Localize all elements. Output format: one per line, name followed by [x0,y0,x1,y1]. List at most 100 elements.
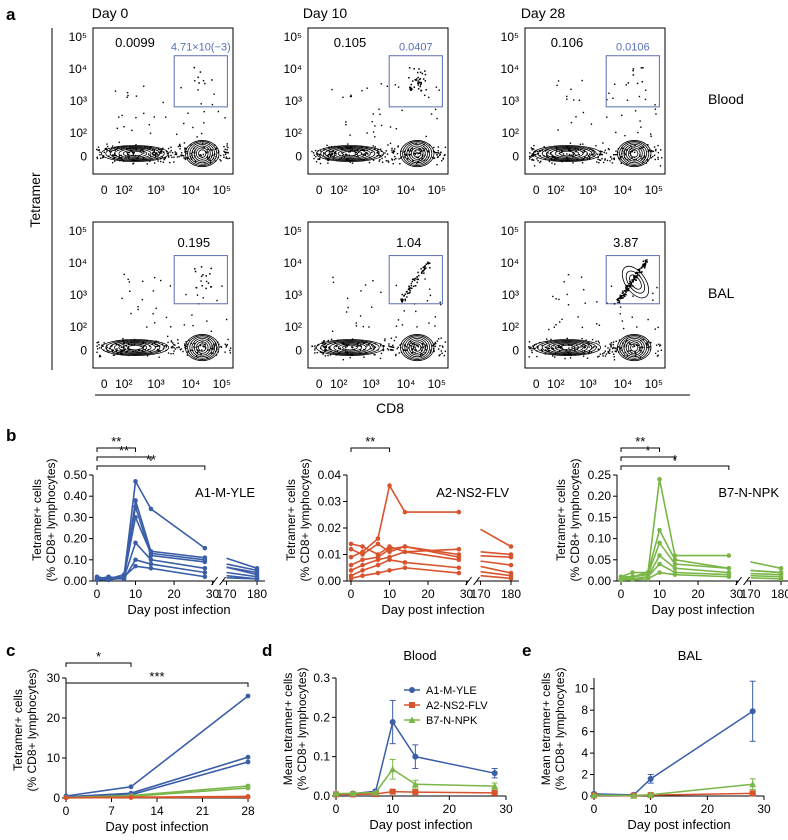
event-dot [395,128,398,130]
event-dot [362,325,365,328]
gated-event [418,78,421,81]
data-point [402,565,408,571]
event-dot [571,347,573,349]
event-dot [129,149,132,152]
event-dot [359,149,362,151]
event-dot [120,154,123,157]
event-dot [142,346,144,348]
event-dot [364,348,366,351]
event-dot [144,349,147,351]
event-dot [405,349,407,351]
event-dot [397,146,399,148]
event-dot [112,354,115,356]
event-dot [321,351,323,354]
gated-event [420,268,422,270]
event-dot [224,351,226,353]
event-dot [218,346,220,348]
event-dot [633,156,636,158]
event-dot [334,152,336,154]
event-dot [384,338,386,340]
event-dot [341,152,343,154]
event-dot [171,347,173,349]
event-dot [184,149,186,151]
event-dot [432,347,435,350]
event-dot [348,148,350,150]
event-dot [348,343,350,346]
event-dot [106,145,109,148]
event-dot [162,347,165,350]
event-dot [331,88,333,91]
x-tick-label: 10³ [579,183,596,197]
data-point [360,557,365,563]
event-dot [602,355,604,357]
event-dot [429,294,432,297]
x-axis-label: Day post infection [381,602,484,617]
event-dot [102,156,105,158]
event-dot [567,344,570,346]
gated-event [406,292,409,295]
event-dot [541,344,543,347]
event-dot [196,349,199,351]
event-dot [613,356,615,358]
event-dot [113,160,116,162]
event-dot [634,110,637,112]
event-dot [587,341,589,344]
event-dot [179,148,181,150]
gated-event [423,268,426,270]
event-dot [176,346,178,349]
gated-event [633,277,636,279]
event-dot [121,350,123,353]
event-dot [345,121,347,123]
event-dot [197,89,199,91]
event-dot [595,346,598,348]
event-dot [209,149,212,151]
x-tick-label: 7 [108,804,115,818]
event-dot [630,349,632,352]
event-dot [215,148,217,150]
event-dot [630,154,632,157]
event-dot [587,154,590,157]
gated-event [641,80,644,83]
x-tick-label: 30 [730,587,744,601]
event-dot [135,149,137,151]
event-dot [150,146,152,148]
data-point [456,557,462,563]
event-dot [316,351,318,354]
event-dot [593,153,595,155]
event-dot [586,153,588,155]
event-dot [440,151,442,154]
event-dot [122,353,124,356]
event-dot [350,94,352,97]
event-dot [540,348,543,351]
donor-series [618,570,784,583]
significance-label: ** [365,434,375,449]
event-dot [590,344,592,347]
event-dot [226,344,229,346]
event-dot [613,158,616,161]
event-dot [184,343,186,345]
event-dot [604,345,607,347]
event-dot [530,156,532,158]
event-dot [211,348,214,350]
panel-title: BAL [678,648,703,663]
event-dot [577,316,579,318]
event-dot [430,349,432,352]
y-tick-label: 0.2 [313,710,330,724]
event-dot [389,142,392,145]
event-dot [646,159,649,161]
event-dot [391,346,393,348]
flow-plot-frame [92,221,234,369]
axis-break-mark [473,576,480,586]
event-dot [403,310,405,312]
event-dot [435,86,438,88]
event-dot [221,285,223,287]
event-dot [417,156,420,159]
event-dot [312,152,315,154]
event-dot [122,349,124,352]
data-point [749,790,756,797]
event-dot [626,149,628,151]
event-dot [133,338,136,341]
event-dot [583,149,585,152]
data-point [647,775,654,782]
event-dot [374,354,376,356]
